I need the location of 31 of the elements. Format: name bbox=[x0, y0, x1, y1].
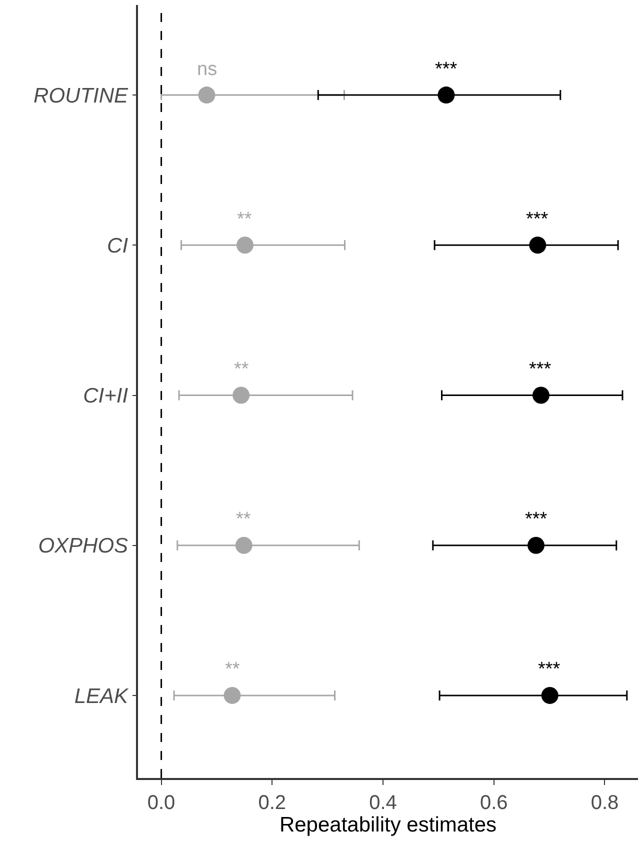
point bbox=[541, 686, 558, 704]
y-tick-label: CI+II bbox=[83, 384, 128, 408]
annotation: *** bbox=[435, 59, 458, 80]
point bbox=[232, 386, 250, 404]
annotation: *** bbox=[525, 509, 548, 530]
annotation: *** bbox=[538, 659, 561, 680]
point bbox=[438, 86, 455, 104]
y-tick-label: CI bbox=[107, 234, 128, 258]
y-tick-label: LEAK bbox=[74, 684, 130, 708]
point bbox=[224, 686, 241, 704]
x-axis-title: Repeatability estimates bbox=[279, 814, 497, 837]
y-tick-label: OXPHOS bbox=[38, 534, 128, 558]
x-tick-label: 0.4 bbox=[369, 792, 397, 814]
point bbox=[235, 536, 252, 554]
annotation: ns bbox=[197, 59, 218, 80]
annotation: *** bbox=[529, 359, 552, 380]
annotation: ** bbox=[237, 209, 252, 230]
annotation: ** bbox=[225, 659, 240, 680]
y-tick-label: ROUTINE bbox=[34, 84, 130, 108]
point bbox=[529, 236, 546, 254]
x-tick-label: 0.6 bbox=[480, 792, 508, 814]
annotation: ** bbox=[234, 359, 250, 380]
annotation: ** bbox=[236, 509, 252, 530]
point bbox=[198, 86, 216, 104]
point bbox=[532, 386, 550, 404]
point bbox=[236, 236, 254, 254]
x-tick-label: 0.8 bbox=[590, 792, 619, 814]
x-tick-label: 0.2 bbox=[258, 792, 286, 814]
point bbox=[528, 536, 544, 554]
annotation: *** bbox=[526, 209, 549, 230]
x-tick-label: 0.0 bbox=[147, 792, 176, 814]
